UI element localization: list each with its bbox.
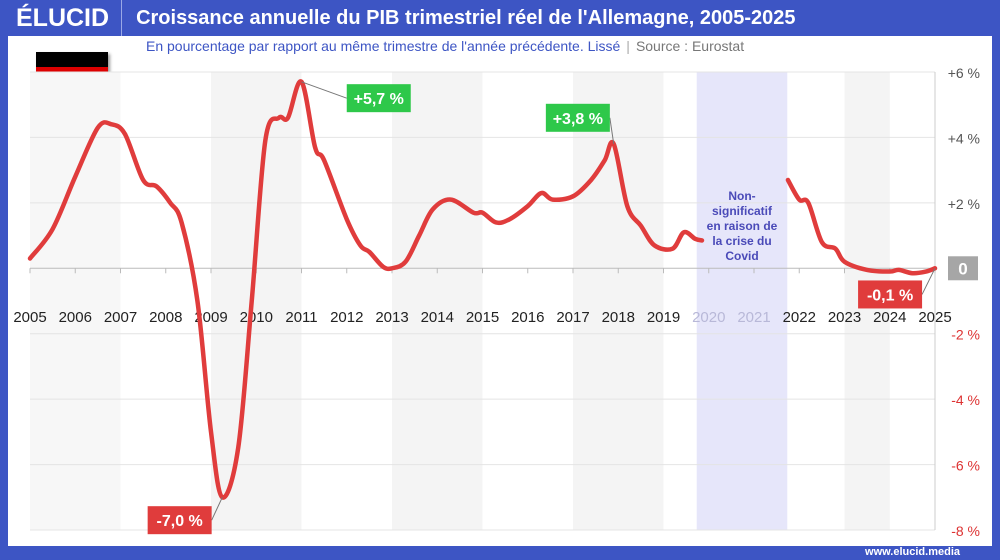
- annotation-label: -0,1 %: [867, 287, 913, 304]
- x-tick-label: 2007: [104, 309, 137, 326]
- y-tick-label: +4 %: [948, 130, 980, 146]
- x-tick-label: 2018: [602, 309, 635, 326]
- covid-note: significatif: [712, 204, 773, 218]
- x-tick-label: 2012: [330, 309, 363, 326]
- background-band: [30, 72, 121, 530]
- x-tick-label: 2009: [194, 309, 227, 326]
- x-tick-label: 2023: [828, 309, 861, 326]
- x-tick-label: 2019: [647, 309, 680, 326]
- covid-note: en raison de: [707, 219, 778, 233]
- background-band: [211, 72, 302, 530]
- subtitle: En pourcentage par rapport au même trime…: [146, 38, 745, 54]
- annotation-leader: [609, 117, 615, 145]
- subtitle-text: En pourcentage par rapport au même trime…: [146, 38, 621, 54]
- annotation-label: +5,7 %: [354, 91, 404, 108]
- x-tick-label: 2021: [737, 309, 770, 326]
- y-tick-label: -2 %: [951, 327, 980, 343]
- gdp-growth-line: [785, 177, 938, 276]
- annotation-label: -7,0 %: [157, 513, 203, 530]
- y-tick-label: -6 %: [951, 458, 980, 474]
- flag-stripe-black: [36, 52, 108, 67]
- gdp-growth-line: [27, 79, 705, 500]
- annotation-leader: [301, 81, 347, 99]
- y-tick-label: 0: [958, 259, 967, 278]
- x-tick-label: 2025: [918, 309, 951, 326]
- x-tick-label: 2020: [692, 309, 725, 326]
- x-tick-label: 2008: [149, 309, 182, 326]
- zero-label-box: [948, 256, 978, 281]
- annotation-box: [545, 103, 610, 132]
- y-tick-label: +6 %: [948, 65, 980, 81]
- x-tick-label: 2006: [59, 309, 92, 326]
- footer-url[interactable]: www.elucid.media: [865, 546, 960, 558]
- y-tick-label: -4 %: [951, 392, 980, 408]
- x-tick-label: 2011: [285, 309, 317, 326]
- covid-note: Non-: [728, 189, 755, 203]
- logo: ÉLUCID: [0, 0, 123, 36]
- annotation-box: [147, 506, 212, 535]
- x-tick-label: 2005: [13, 309, 46, 326]
- annotation-box: [346, 84, 411, 113]
- source: Source : Eurostat: [635, 38, 745, 54]
- y-tick-label: +2 %: [948, 196, 980, 212]
- chart-panel: [8, 36, 992, 546]
- x-tick-label: 2017: [556, 309, 589, 326]
- annotation-leader: [211, 497, 223, 521]
- header: ÉLUCID Croissance annuelle du PIB trimes…: [0, 0, 1000, 36]
- x-tick-label: 2024: [873, 309, 906, 326]
- annotation-box: [858, 280, 923, 309]
- background-band: [573, 72, 664, 530]
- x-tick-label: 2013: [375, 309, 408, 326]
- x-tick-label: 2016: [511, 309, 544, 326]
- x-tick-label: 2014: [421, 309, 454, 326]
- covid-note: la crise du: [712, 234, 771, 248]
- covid-band: [696, 72, 788, 530]
- x-tick-label: 2015: [466, 309, 499, 326]
- annotation-label: +3,8 %: [553, 111, 603, 128]
- annotation-leader: [921, 268, 936, 295]
- chart-title: Croissance annuelle du PIB trimestriel r…: [136, 6, 796, 29]
- x-tick-label: 2022: [783, 309, 816, 326]
- x-tick-label: 2010: [240, 309, 273, 326]
- background-band: [392, 72, 483, 530]
- y-tick-label: -8 %: [951, 523, 980, 539]
- covid-note: Covid: [725, 249, 758, 263]
